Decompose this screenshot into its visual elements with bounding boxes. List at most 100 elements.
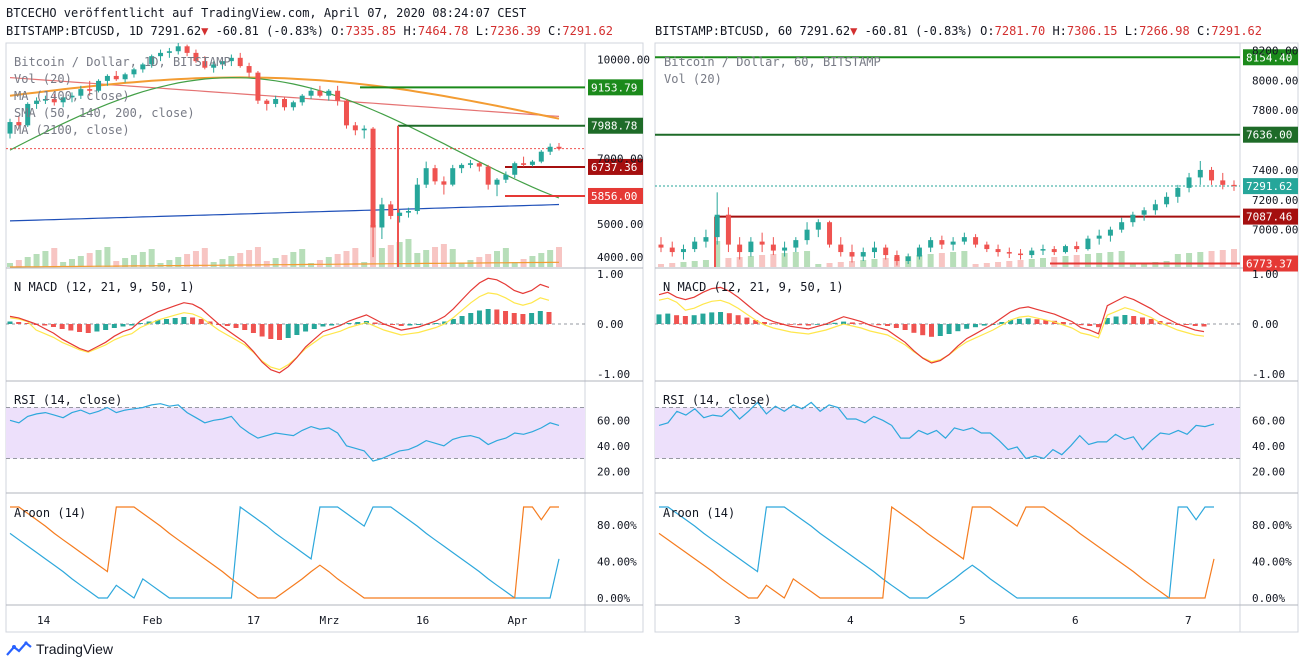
- candle-body: [1209, 169, 1215, 181]
- macd-line: [9, 277, 550, 374]
- level-label: 6773.37: [1246, 258, 1292, 271]
- macd-histogram-bar: [129, 324, 135, 326]
- candle-body: [1231, 184, 1237, 187]
- macd-histogram-bar: [77, 324, 83, 332]
- macd-histogram-bar: [902, 324, 908, 330]
- macd-histogram-bar: [876, 324, 882, 326]
- volume-bar: [157, 263, 164, 267]
- candle-body: [692, 241, 698, 250]
- price-tick: 5000.00: [597, 218, 643, 231]
- volume-bar: [680, 262, 687, 267]
- candle-body: [317, 90, 323, 96]
- aroon-title: Aroon (14): [663, 506, 735, 520]
- legend-item: MA (1400, close): [14, 89, 130, 103]
- candle-body: [1119, 222, 1125, 230]
- macd-histogram-bar: [1139, 317, 1145, 324]
- candle-body: [193, 52, 199, 62]
- down-arrow-icon: ▼: [850, 24, 858, 38]
- candle-body: [1220, 180, 1226, 185]
- left-symbol: BITSTAMP:BTCUSD, 1D: [6, 24, 144, 38]
- macd-histogram-bar: [546, 312, 552, 324]
- left-open: 7335.85: [345, 24, 397, 38]
- volume-bar: [1107, 252, 1114, 267]
- aroon-down-line: [659, 506, 1214, 599]
- macd-title: N MACD (12, 21, 9, 50, 1): [663, 280, 844, 294]
- level-label: 9153.79: [591, 81, 637, 94]
- volume-bar: [983, 263, 990, 267]
- macd-histogram-bar: [529, 313, 535, 324]
- signal-line: [658, 297, 1205, 363]
- macd-histogram-bar: [709, 312, 715, 324]
- candle-body: [166, 51, 172, 53]
- macd-histogram-bar: [1008, 320, 1014, 324]
- macd-histogram-bar: [761, 322, 767, 324]
- candle-body: [1186, 177, 1192, 188]
- volume-bar: [77, 256, 84, 267]
- candle-body: [16, 122, 22, 126]
- macd-histogram-bar: [85, 324, 91, 333]
- candle-body: [282, 99, 287, 108]
- volume-bar: [440, 244, 447, 267]
- level-label: 7291.62: [1246, 180, 1292, 193]
- rsi-line: [658, 401, 1215, 460]
- volume-bar: [104, 247, 111, 267]
- rsi-title: RSI (14, close): [14, 393, 122, 407]
- candle-body: [149, 56, 155, 65]
- macd-histogram-bar: [337, 324, 343, 325]
- macd-histogram-bar: [346, 323, 352, 324]
- macd-histogram-bar: [355, 322, 361, 324]
- candle-body: [405, 211, 411, 213]
- candle-body: [60, 97, 66, 103]
- candle-body: [1085, 238, 1091, 250]
- volume-bar: [1084, 254, 1091, 267]
- time-tick: 17: [247, 614, 260, 627]
- candle-body: [1029, 250, 1035, 256]
- candle-body: [512, 163, 518, 175]
- tradingview-logo[interactable]: TradingView: [6, 641, 113, 657]
- candle-body: [494, 179, 500, 185]
- macd-histogram-bar: [753, 320, 759, 324]
- macd-histogram-bar: [1131, 316, 1137, 324]
- macd-histogram-bar: [1060, 322, 1066, 324]
- volume-bar: [86, 253, 93, 267]
- candle-body: [984, 244, 990, 250]
- candle-body: [343, 100, 349, 126]
- macd-histogram-bar: [242, 324, 248, 330]
- candle-body: [414, 184, 420, 211]
- macd-histogram-bar: [172, 318, 178, 324]
- volume-bar: [51, 248, 58, 267]
- volume-bar: [68, 259, 75, 267]
- level-label-bg: [1243, 255, 1298, 272]
- macd-tick: 1.00: [597, 268, 624, 281]
- volume-bar: [1118, 251, 1125, 267]
- candle-body: [1152, 204, 1158, 211]
- volume-bar: [916, 255, 923, 267]
- left-chart-frame: [5, 42, 644, 633]
- candle-body: [1018, 253, 1024, 256]
- volume-bar: [405, 239, 412, 267]
- macd-histogram-bar: [726, 313, 732, 324]
- candle-body: [335, 90, 341, 101]
- right-change: -60.81 (-0.83%): [864, 24, 973, 38]
- candle-body: [916, 247, 922, 257]
- macd-histogram-bar: [1104, 318, 1110, 324]
- volume-bar: [1040, 258, 1046, 267]
- level-label-bg: [1243, 178, 1298, 195]
- volume-bar: [192, 251, 199, 267]
- down-arrow-icon: ▼: [201, 24, 209, 38]
- candle-body: [220, 61, 226, 65]
- volume-bar: [725, 258, 732, 267]
- level-label: 7087.46: [1246, 211, 1292, 224]
- volume-bar: [184, 254, 191, 267]
- candle-body: [669, 247, 675, 253]
- macd-histogram-bar: [700, 313, 706, 324]
- candle-body: [202, 61, 208, 68]
- macd-histogram-bar: [744, 317, 750, 324]
- volume-bar: [476, 257, 483, 267]
- sma-green-line: [9, 76, 560, 199]
- candle-body: [432, 168, 438, 182]
- volume-bar: [826, 263, 833, 267]
- candle-body: [476, 163, 482, 167]
- left-l-label: L:: [475, 24, 491, 38]
